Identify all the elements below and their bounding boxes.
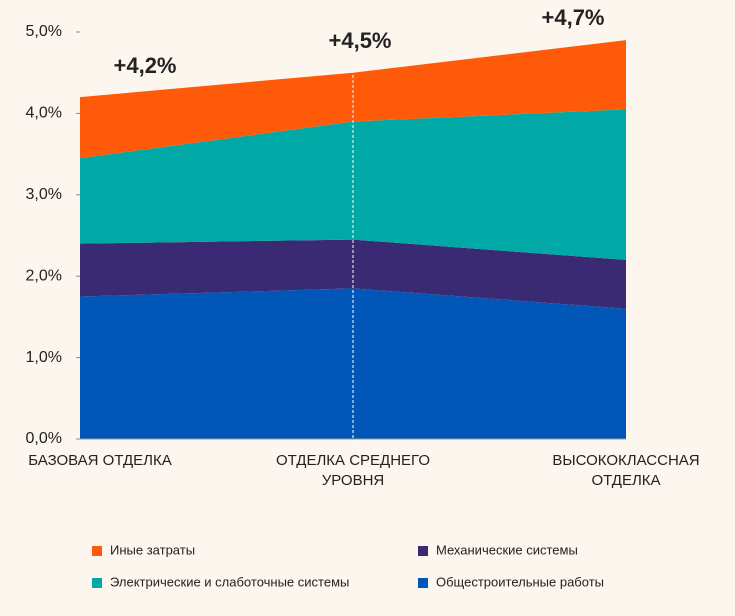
x-tick-label: ОТДЕЛКА СРЕДНЕГО УРОВНЯ <box>275 452 431 489</box>
legend-swatch <box>418 546 428 556</box>
area <box>80 109 626 260</box>
legend-label: Иные затраты <box>110 542 195 557</box>
x-tick-label: ВЫСОКОКЛАССНАЯ ОТДЕЛКА <box>552 452 700 489</box>
total-label: +4,5% <box>329 28 392 53</box>
legend-label: Общестроительные работы <box>436 574 604 589</box>
legend-swatch <box>418 578 428 588</box>
legend-label: Электрические и слаботочные системы <box>110 574 349 589</box>
legend-label: Механические системы <box>436 542 578 557</box>
x-tick-label: БАЗОВАЯ ОТДЕЛКА <box>28 452 172 469</box>
y-tick-label: 2,0% <box>26 267 62 284</box>
area <box>80 239 626 309</box>
legend-swatch <box>92 578 102 588</box>
y-tick-label: 5,0% <box>26 23 62 40</box>
y-tick-label: 0,0% <box>26 430 62 447</box>
area <box>80 288 626 439</box>
area <box>80 40 626 159</box>
total-label: +4,2% <box>114 53 177 78</box>
y-tick-label: 1,0% <box>26 349 62 366</box>
y-tick-label: 3,0% <box>26 186 62 203</box>
y-tick-label: 4,0% <box>26 105 62 122</box>
legend-swatch <box>92 546 102 556</box>
total-label: +4,7% <box>542 5 605 30</box>
